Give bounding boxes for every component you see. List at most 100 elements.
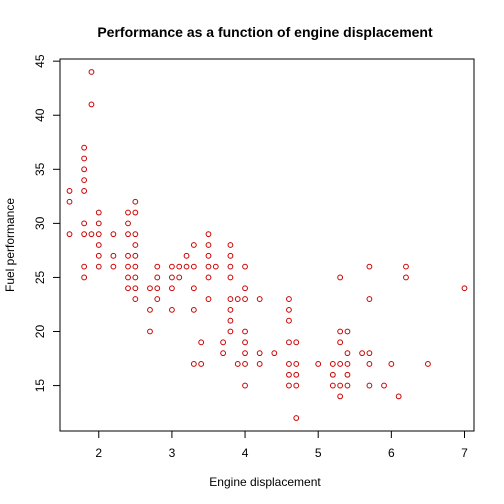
data-point xyxy=(155,275,160,280)
data-point xyxy=(294,340,299,345)
data-point xyxy=(126,286,131,291)
data-point xyxy=(294,416,299,421)
data-point xyxy=(82,264,87,269)
data-point xyxy=(96,221,101,226)
data-point xyxy=(345,351,350,356)
data-point xyxy=(294,362,299,367)
data-point xyxy=(360,351,365,356)
data-point xyxy=(191,264,196,269)
data-point xyxy=(338,329,343,334)
data-point xyxy=(191,307,196,312)
data-point xyxy=(67,189,72,194)
data-point xyxy=(228,297,233,302)
data-point xyxy=(148,329,153,334)
x-tick-label: 3 xyxy=(169,446,176,460)
data-point xyxy=(316,362,321,367)
data-point xyxy=(287,383,292,388)
data-point xyxy=(133,243,138,248)
data-point xyxy=(404,264,409,269)
data-point xyxy=(126,221,131,226)
data-point xyxy=(243,383,248,388)
data-point xyxy=(177,275,182,280)
data-point xyxy=(257,362,262,367)
data-point xyxy=(287,340,292,345)
data-point xyxy=(243,286,248,291)
data-point xyxy=(330,383,335,388)
data-point xyxy=(126,253,131,258)
data-point xyxy=(133,253,138,258)
chart-title: Performance as a function of engine disp… xyxy=(97,24,433,40)
y-tick-label: 30 xyxy=(33,216,47,230)
data-point xyxy=(367,351,372,356)
y-tick-label: 20 xyxy=(33,325,47,339)
data-point xyxy=(228,243,233,248)
data-point xyxy=(96,210,101,215)
data-point xyxy=(199,362,204,367)
data-point xyxy=(133,275,138,280)
data-point xyxy=(191,286,196,291)
data-point xyxy=(345,383,350,388)
data-point xyxy=(287,297,292,302)
data-point xyxy=(82,189,87,194)
data-point xyxy=(338,394,343,399)
data-point xyxy=(206,275,211,280)
data-point xyxy=(177,264,182,269)
data-point xyxy=(126,275,131,280)
y-tick-label: 35 xyxy=(33,162,47,176)
y-tick-label: 25 xyxy=(33,270,47,284)
data-point xyxy=(243,264,248,269)
data-point xyxy=(228,275,233,280)
data-point xyxy=(345,362,350,367)
data-point xyxy=(170,286,175,291)
data-point xyxy=(221,340,226,345)
data-point xyxy=(272,351,277,356)
data-point xyxy=(155,297,160,302)
data-point xyxy=(338,275,343,280)
data-point xyxy=(170,264,175,269)
y-tick-label: 15 xyxy=(33,379,47,393)
data-point xyxy=(367,383,372,388)
data-point xyxy=(133,199,138,204)
data-point xyxy=(426,362,431,367)
data-point xyxy=(82,145,87,150)
data-point xyxy=(235,362,240,367)
y-axis-label: Fuel performance xyxy=(3,198,17,292)
plot-frame xyxy=(60,59,474,431)
data-point xyxy=(67,232,72,237)
data-point xyxy=(184,264,189,269)
data-point xyxy=(82,178,87,183)
data-point xyxy=(294,372,299,377)
y-tick-label: 45 xyxy=(33,54,47,68)
data-point xyxy=(338,383,343,388)
data-point xyxy=(67,199,72,204)
data-point xyxy=(228,264,233,269)
data-point xyxy=(330,372,335,377)
data-point xyxy=(243,340,248,345)
data-point xyxy=(126,264,131,269)
data-point xyxy=(111,264,116,269)
data-point xyxy=(257,297,262,302)
data-point xyxy=(89,70,94,75)
data-point xyxy=(126,210,131,215)
data-point xyxy=(191,243,196,248)
data-point xyxy=(287,318,292,323)
data-point xyxy=(367,297,372,302)
data-point xyxy=(89,102,94,107)
data-point xyxy=(294,383,299,388)
data-point xyxy=(206,243,211,248)
data-point xyxy=(367,362,372,367)
data-point xyxy=(396,394,401,399)
y-tick-label: 40 xyxy=(33,108,47,122)
data-point xyxy=(148,286,153,291)
data-point xyxy=(96,253,101,258)
data-point xyxy=(330,362,335,367)
data-point xyxy=(228,307,233,312)
data-point xyxy=(228,329,233,334)
data-points xyxy=(67,70,467,421)
data-point xyxy=(96,243,101,248)
data-point xyxy=(367,264,372,269)
data-point xyxy=(235,297,240,302)
data-point xyxy=(206,253,211,258)
data-point xyxy=(287,372,292,377)
